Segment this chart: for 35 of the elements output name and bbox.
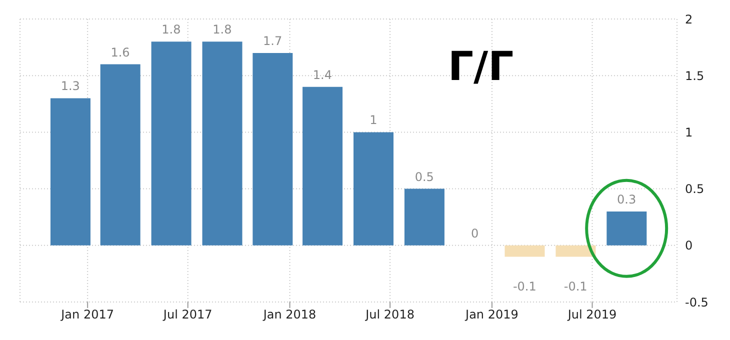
y-tick-label: 1 (685, 125, 693, 140)
data-label: 1.4 (312, 68, 332, 82)
text: Г/Г (448, 44, 514, 90)
data-label: 1.8 (212, 22, 232, 37)
data-label: 0 (470, 226, 479, 240)
data-label: -0.1 (564, 280, 588, 294)
x-tick-label: Jul 2018 (364, 308, 414, 322)
data-label: 1.8 (162, 22, 181, 37)
bar (151, 42, 192, 246)
data-label: -0.1 (512, 280, 536, 294)
x-tick-label: Jan 2018 (262, 308, 316, 322)
data-label: 1.6 (110, 45, 130, 60)
y-tick-label: 2 (685, 12, 693, 26)
bar (252, 52, 293, 246)
bar (606, 211, 647, 246)
data-label: 1 (370, 113, 378, 128)
bar (50, 98, 90, 246)
bar (354, 132, 394, 246)
data-label: 1.7 (263, 34, 282, 48)
x-tick-label: Jul 2017 (162, 308, 212, 322)
bar (100, 64, 140, 246)
data-label: 1.3 (60, 79, 80, 94)
x-tick-label: Jan 2017 (60, 308, 114, 322)
y-tick-label: 0.5 (685, 182, 704, 196)
x-tick-label: Jul 2019 (566, 308, 617, 322)
bar (504, 245, 545, 257)
bar (404, 188, 444, 246)
y-tick-label: 0 (685, 238, 693, 253)
x-tick-label: Jan 2019 (464, 308, 518, 322)
data-label: 0.3 (617, 192, 636, 206)
bar (202, 42, 242, 246)
y-tick-label: -0.5 (685, 295, 708, 310)
data-label: 0.5 (414, 170, 434, 184)
bar (302, 86, 343, 246)
y-tick-label: 1.5 (685, 68, 704, 83)
